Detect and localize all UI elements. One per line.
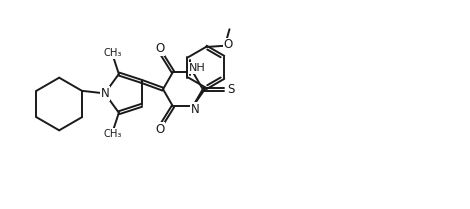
Text: N: N — [190, 103, 199, 116]
Text: NH: NH — [188, 63, 205, 73]
Text: N: N — [101, 87, 109, 100]
Text: CH₃: CH₃ — [104, 129, 122, 139]
Text: CH₃: CH₃ — [104, 48, 122, 58]
Text: O: O — [223, 38, 233, 51]
Text: O: O — [155, 123, 164, 136]
Text: O: O — [155, 42, 164, 55]
Text: S: S — [227, 83, 235, 96]
